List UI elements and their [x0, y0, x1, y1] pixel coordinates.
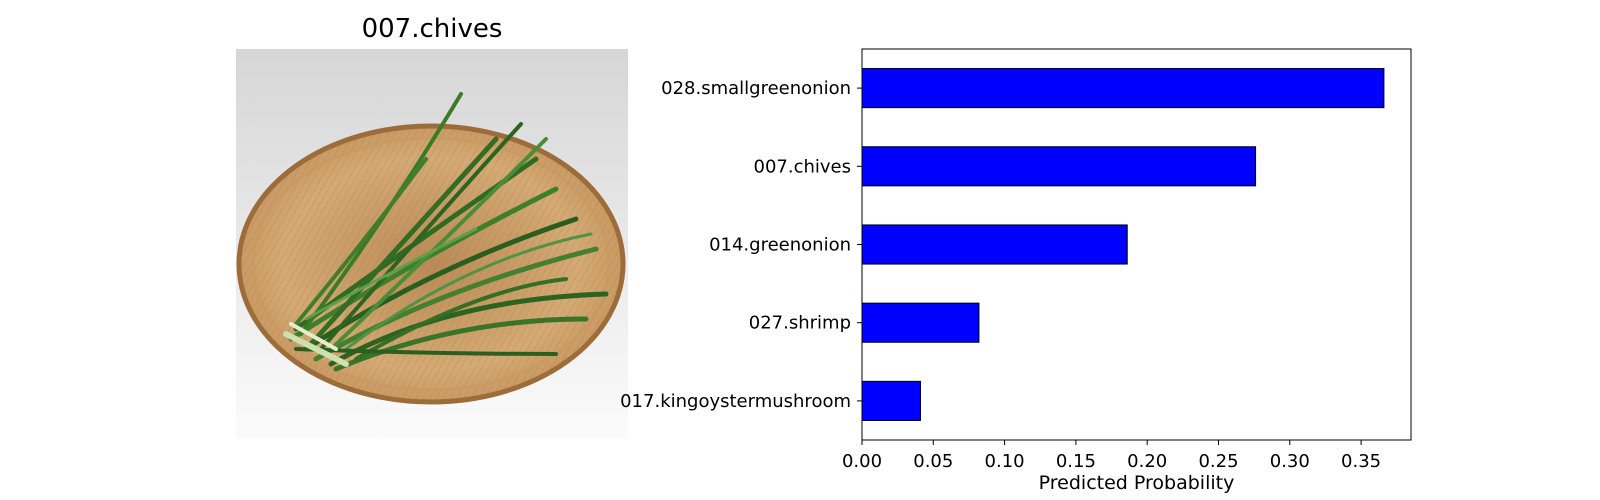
y-tick-label: 007.chives — [754, 156, 852, 177]
bar-028-smallgreenonion — [861, 68, 1385, 109]
x-axis-label: Predicted Probability — [1039, 472, 1235, 494]
bar-014-greenonion — [861, 224, 1128, 265]
bar-027-shrimp — [861, 302, 980, 343]
x-tick-label: 0.30 — [1270, 451, 1310, 472]
x-tick-label: 0.10 — [985, 451, 1025, 472]
x-tick-label: 0.20 — [1127, 451, 1167, 472]
x-tick-label: 0.35 — [1341, 451, 1381, 472]
x-tick-label: 0.05 — [913, 451, 953, 472]
food-photo — [236, 49, 628, 439]
y-tick-label: 014.greenonion — [709, 235, 851, 256]
bar-017-kingoystermushroom — [861, 380, 921, 421]
y-tick-label: 027.shrimp — [749, 313, 851, 334]
image-title: 007.chives — [361, 14, 503, 44]
y-tick-label: 028.smallgreenonion — [661, 78, 851, 99]
bar-007-chives — [861, 146, 1257, 187]
x-tick-label: 0.15 — [1056, 451, 1096, 472]
y-tick-label: 017.kingoystermushroom — [620, 391, 851, 412]
x-tick-label: 0.00 — [842, 451, 882, 472]
x-tick-label: 0.25 — [1198, 451, 1238, 472]
